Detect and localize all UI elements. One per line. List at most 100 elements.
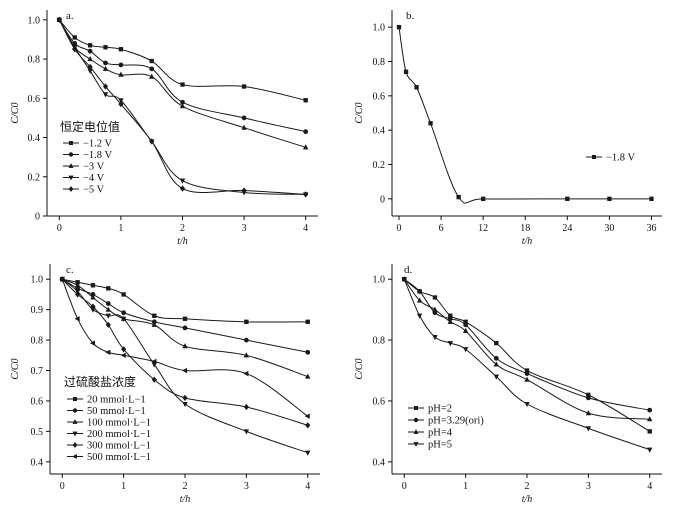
data-point [647, 416, 653, 422]
data-point [241, 187, 247, 194]
data-point [102, 92, 109, 98]
data-point [585, 410, 592, 416]
x-tick-label: 1 [463, 481, 468, 492]
data-point [303, 191, 309, 198]
y-tick-label: 0.2 [28, 172, 41, 183]
data-point [305, 450, 311, 456]
legend-marker [69, 141, 74, 146]
x-axis-label: t/h [522, 236, 533, 247]
data-point [87, 43, 93, 48]
data-point [118, 98, 124, 104]
data-point [401, 277, 407, 283]
legend-entry: −3 V [63, 162, 105, 173]
series-line [58, 19, 306, 101]
x-tick-label: 0 [397, 223, 402, 234]
x-tick-label: 1 [121, 481, 126, 492]
series-5 [56, 16, 309, 198]
x-tick-label: 4 [305, 481, 310, 492]
legend-marker [68, 175, 74, 181]
data-point [463, 322, 469, 328]
data-point [244, 319, 249, 324]
y-tick-label: 1.0 [31, 275, 44, 286]
legend-marker [413, 417, 419, 423]
data-point [417, 289, 423, 294]
legend-label: 20 mmol·L−1 [87, 395, 146, 406]
data-point [524, 401, 530, 408]
data-point [72, 35, 77, 40]
y-tick-label: 0.4 [31, 457, 44, 468]
x-axis-label: t/h [522, 494, 533, 505]
data-point [149, 138, 155, 145]
data-point [304, 413, 310, 419]
series-line [58, 19, 306, 133]
data-point [106, 286, 111, 291]
data-point [103, 45, 108, 50]
data-point [243, 403, 249, 411]
legend-marker [591, 155, 596, 160]
data-point [118, 62, 124, 68]
data-point [90, 294, 96, 300]
legend-entry: 20 mmol·L−1 [67, 395, 146, 406]
data-point [179, 185, 186, 192]
legend-entry: −1.8 V [586, 153, 635, 164]
y-tick-label: 0.6 [28, 94, 41, 105]
data-point [414, 85, 419, 90]
data-point [105, 313, 111, 319]
legend-label: −4 V [83, 173, 105, 184]
data-point [181, 367, 188, 374]
data-point [74, 282, 81, 288]
y-axis-label: C/C0 [10, 102, 21, 123]
data-point [428, 121, 433, 126]
y-tick-label: 0.8 [373, 336, 386, 347]
series-4 [401, 277, 653, 453]
data-point [565, 196, 570, 202]
series-1 [57, 17, 308, 103]
x-tick-label: 0 [402, 481, 407, 492]
data-point [305, 422, 311, 429]
data-point [105, 306, 111, 312]
legend-label: 100 mmol·L−1 [87, 418, 151, 429]
legend-label: pH=5 [428, 440, 452, 451]
data-point [72, 46, 78, 53]
legend-label: 200 mmol·L−1 [87, 429, 151, 440]
y-tick-label: 1.0 [373, 23, 386, 34]
legend-entry: −4 V [63, 173, 105, 184]
data-point [103, 60, 108, 66]
y-tick-label: 1.0 [373, 275, 386, 286]
data-point [105, 321, 111, 328]
data-point [118, 101, 124, 108]
data-point [182, 401, 188, 408]
legend-label: −1.2 V [83, 139, 112, 150]
data-point [432, 334, 438, 341]
x-tick-label: 6 [439, 223, 444, 234]
series-1 [396, 24, 654, 204]
y-tick-label: 0.9 [31, 305, 44, 316]
legend-marker [72, 408, 78, 413]
legend-entry: 200 mmol·L−1 [67, 429, 151, 440]
data-point [243, 352, 250, 358]
legend: −1.8 V [586, 153, 635, 164]
y-tick-label: 0.2 [373, 160, 386, 171]
data-point [241, 115, 247, 121]
y-tick-label: 0.7 [31, 366, 44, 377]
x-tick-label: 36 [646, 223, 656, 234]
data-point [118, 47, 124, 52]
y-tick-label: 0.6 [31, 396, 44, 407]
data-point [179, 103, 186, 109]
series-6 [59, 276, 310, 419]
legend: 恒定电位值 −1.2 V−1.8 V−3 V−4 V−5 V [60, 119, 120, 196]
y-tick-label: 0.6 [373, 396, 386, 407]
series-line [403, 278, 650, 420]
legend-label: pH=2 [428, 404, 452, 415]
data-point [151, 358, 157, 365]
data-point [87, 55, 93, 62]
x-axis-label: t/h [180, 494, 191, 505]
data-point [59, 276, 65, 282]
legend-entry: −1.8 V [63, 150, 112, 161]
legend-title: 恒定电位值 [60, 119, 120, 134]
panel-label: b. [406, 10, 415, 22]
data-point [182, 325, 188, 331]
x-tick-label: 3 [586, 481, 591, 492]
legend-entry: −1.2 V [63, 139, 112, 150]
legend-entry: pH=4 [408, 428, 453, 439]
